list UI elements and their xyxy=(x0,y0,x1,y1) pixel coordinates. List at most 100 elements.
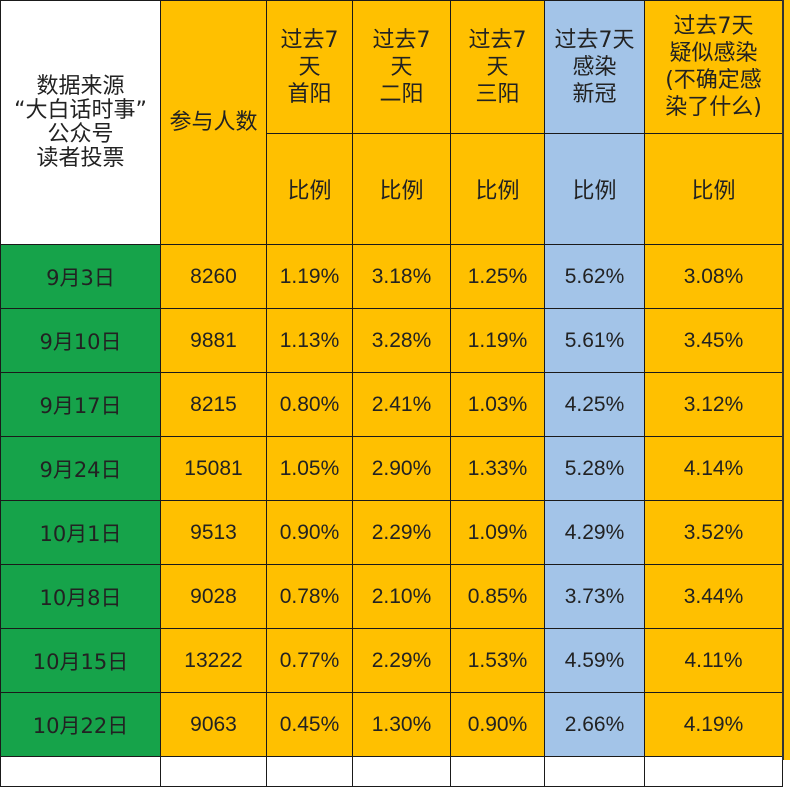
infected-header-line-2: 感染 xyxy=(572,54,617,80)
suspected-header-line-2: 疑似感染 xyxy=(669,41,758,66)
first-positive-cell: 1.19% xyxy=(266,244,353,309)
table-row: 10月8日 9028 0.78% 2.10% 0.85% 3.73% 3.44% xyxy=(0,564,783,629)
second-positive-cell: 2.41% xyxy=(352,372,451,437)
suspected-header-line-3: (不确定感 xyxy=(665,68,762,93)
participants-cell: 13222 xyxy=(160,628,267,693)
empty-cell xyxy=(352,756,451,787)
adjacent-column-edge xyxy=(782,0,790,760)
suspected-cell: 3.44% xyxy=(644,564,783,629)
infected-cell: 4.29% xyxy=(544,500,645,565)
empty-cell xyxy=(266,756,353,787)
date-cell: 10月1日 xyxy=(0,500,161,565)
table-row: 10月22日 9063 0.45% 1.30% 0.90% 2.66% 4.19… xyxy=(0,692,783,757)
infected-header-line-1: 过去7天 xyxy=(554,27,635,53)
suspected-cell: 3.45% xyxy=(644,308,783,373)
date-cell: 9月3日 xyxy=(0,244,161,309)
ratio-label-second: 比例 xyxy=(352,133,451,245)
table-row: 9月3日 8260 1.19% 3.18% 1.25% 5.62% 3.08% xyxy=(0,244,783,309)
first-header-line-3: 首阳 xyxy=(287,81,332,107)
second-positive-cell: 2.10% xyxy=(352,564,451,629)
header-row-ratio: 比例 比例 比例 比例 比例 xyxy=(1,133,783,245)
suspected-cell: 4.19% xyxy=(644,692,783,757)
first-header-line-1: 过去7 xyxy=(280,27,339,53)
third-header-line-1: 过去7 xyxy=(468,27,527,53)
second-positive-cell: 2.29% xyxy=(352,500,451,565)
first-header-line-2: 天 xyxy=(298,54,321,80)
header-row-titles: 数据来源 “大白话时事” 公众号 读者投票 参与人数 过去7 天 首阳 过去7 … xyxy=(0,0,783,245)
third-positive-cell: 1.53% xyxy=(450,628,545,693)
first-positive-header: 过去7 天 首阳 xyxy=(266,0,353,134)
ratio-label-first: 比例 xyxy=(266,133,353,245)
suspected-header: 过去7天 疑似感染 (不确定感 染了什么) xyxy=(644,0,783,134)
table-row: 9月17日 8215 0.80% 2.41% 1.03% 4.25% 3.12% xyxy=(0,372,783,437)
date-cell: 9月24日 xyxy=(0,436,161,501)
first-positive-cell: 1.13% xyxy=(266,308,353,373)
second-header-line-3: 二阳 xyxy=(379,81,424,107)
second-positive-cell: 1.30% xyxy=(352,692,451,757)
empty-cell xyxy=(0,756,161,787)
ratio-label-third: 比例 xyxy=(450,133,545,245)
participants-cell: 8260 xyxy=(160,244,267,309)
ratio-label-suspected: 比例 xyxy=(644,133,783,245)
vote-data-table: 数据来源 “大白话时事” 公众号 读者投票 参与人数 过去7 天 首阳 过去7 … xyxy=(0,0,783,787)
third-positive-cell: 1.09% xyxy=(450,500,545,565)
participants-cell: 9881 xyxy=(160,308,267,373)
suspected-cell: 4.11% xyxy=(644,628,783,693)
source-line-3: 公众号 xyxy=(47,121,114,147)
empty-row xyxy=(0,756,783,787)
ratio-label-infected: 比例 xyxy=(544,133,645,245)
suspected-cell: 4.14% xyxy=(644,436,783,501)
participants-header: 参与人数 xyxy=(160,0,267,245)
empty-cell xyxy=(160,756,267,787)
infected-cell: 5.28% xyxy=(544,436,645,501)
date-cell: 9月10日 xyxy=(0,308,161,373)
participants-cell: 8215 xyxy=(160,372,267,437)
participants-cell: 9028 xyxy=(160,564,267,629)
third-header-line-3: 三阳 xyxy=(475,81,520,107)
infected-cell: 5.62% xyxy=(544,244,645,309)
date-cell: 9月17日 xyxy=(0,372,161,437)
table-row: 10月1日 9513 0.90% 2.29% 1.09% 4.29% 3.52% xyxy=(0,500,783,565)
third-positive-cell: 0.90% xyxy=(450,692,545,757)
participants-cell: 9063 xyxy=(160,692,267,757)
participants-cell: 15081 xyxy=(160,436,267,501)
table-row: 9月24日 15081 1.05% 2.90% 1.33% 5.28% 4.14… xyxy=(0,436,783,501)
infected-cell: 5.61% xyxy=(544,308,645,373)
suspected-cell: 3.12% xyxy=(644,372,783,437)
table-row: 9月10日 9881 1.13% 3.28% 1.19% 5.61% 3.45% xyxy=(0,308,783,373)
date-cell: 10月15日 xyxy=(0,628,161,693)
third-positive-cell: 1.25% xyxy=(450,244,545,309)
second-positive-cell: 3.28% xyxy=(352,308,451,373)
empty-cell xyxy=(450,756,545,787)
first-positive-cell: 0.45% xyxy=(266,692,353,757)
source-line-1: 数据来源 xyxy=(36,73,125,99)
second-positive-cell: 2.29% xyxy=(352,628,451,693)
date-cell: 10月22日 xyxy=(0,692,161,757)
first-positive-cell: 1.05% xyxy=(266,436,353,501)
second-positive-cell: 3.18% xyxy=(352,244,451,309)
second-positive-header: 过去7 天 二阳 xyxy=(352,0,451,134)
second-header-line-1: 过去7 xyxy=(372,27,431,53)
third-positive-cell: 1.19% xyxy=(450,308,545,373)
suspected-cell: 3.52% xyxy=(644,500,783,565)
source-cell: 数据来源 “大白话时事” 公众号 读者投票 xyxy=(0,0,161,245)
infected-header-line-3: 新冠 xyxy=(572,81,617,107)
suspected-cell: 3.08% xyxy=(644,244,783,309)
third-header-line-2: 天 xyxy=(486,54,509,80)
infected-cell: 2.66% xyxy=(544,692,645,757)
date-cell: 10月8日 xyxy=(0,564,161,629)
suspected-header-line-4: 染了什么) xyxy=(665,95,762,120)
infected-header: 过去7天 感染 新冠 xyxy=(544,0,645,134)
source-line-2: “大白话时事” xyxy=(14,97,147,123)
first-positive-cell: 0.90% xyxy=(266,500,353,565)
third-positive-header: 过去7 天 三阳 xyxy=(450,0,545,134)
infected-cell: 4.59% xyxy=(544,628,645,693)
suspected-header-line-1: 过去7天 xyxy=(673,14,754,39)
empty-cell xyxy=(544,756,645,787)
third-positive-cell: 1.33% xyxy=(450,436,545,501)
source-line-4: 读者投票 xyxy=(36,145,125,171)
second-header-line-2: 天 xyxy=(390,54,413,80)
second-positive-cell: 2.90% xyxy=(352,436,451,501)
empty-cell xyxy=(644,756,783,787)
infected-cell: 3.73% xyxy=(544,564,645,629)
